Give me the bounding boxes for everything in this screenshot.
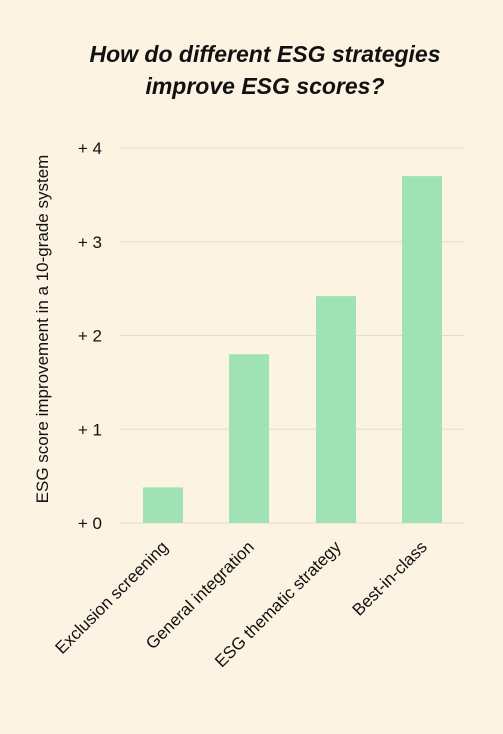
bars <box>143 176 442 523</box>
chart-title: How do different ESG strategies improve … <box>0 38 503 102</box>
x-category-label: Best-in-class <box>349 537 431 619</box>
bar <box>402 176 442 523</box>
chart-title-line-1: How do different ESG strategies <box>89 41 441 67</box>
bar <box>316 296 356 523</box>
bar <box>143 487 183 523</box>
y-tick-label: + 1 <box>78 420 102 439</box>
y-tick-label: + 0 <box>78 514 102 533</box>
y-tick-labels: + 0 + 1 + 2 + 3 + 4 <box>78 139 102 533</box>
chart-title-line-2: improve ESG scores? <box>145 73 385 99</box>
y-axis-title: ESG score improvement in a 10-grade syst… <box>33 155 52 504</box>
y-tick-label: + 3 <box>78 233 102 252</box>
bar <box>229 354 269 523</box>
y-tick-label: + 2 <box>78 327 102 346</box>
y-tick-label: + 4 <box>78 139 102 158</box>
